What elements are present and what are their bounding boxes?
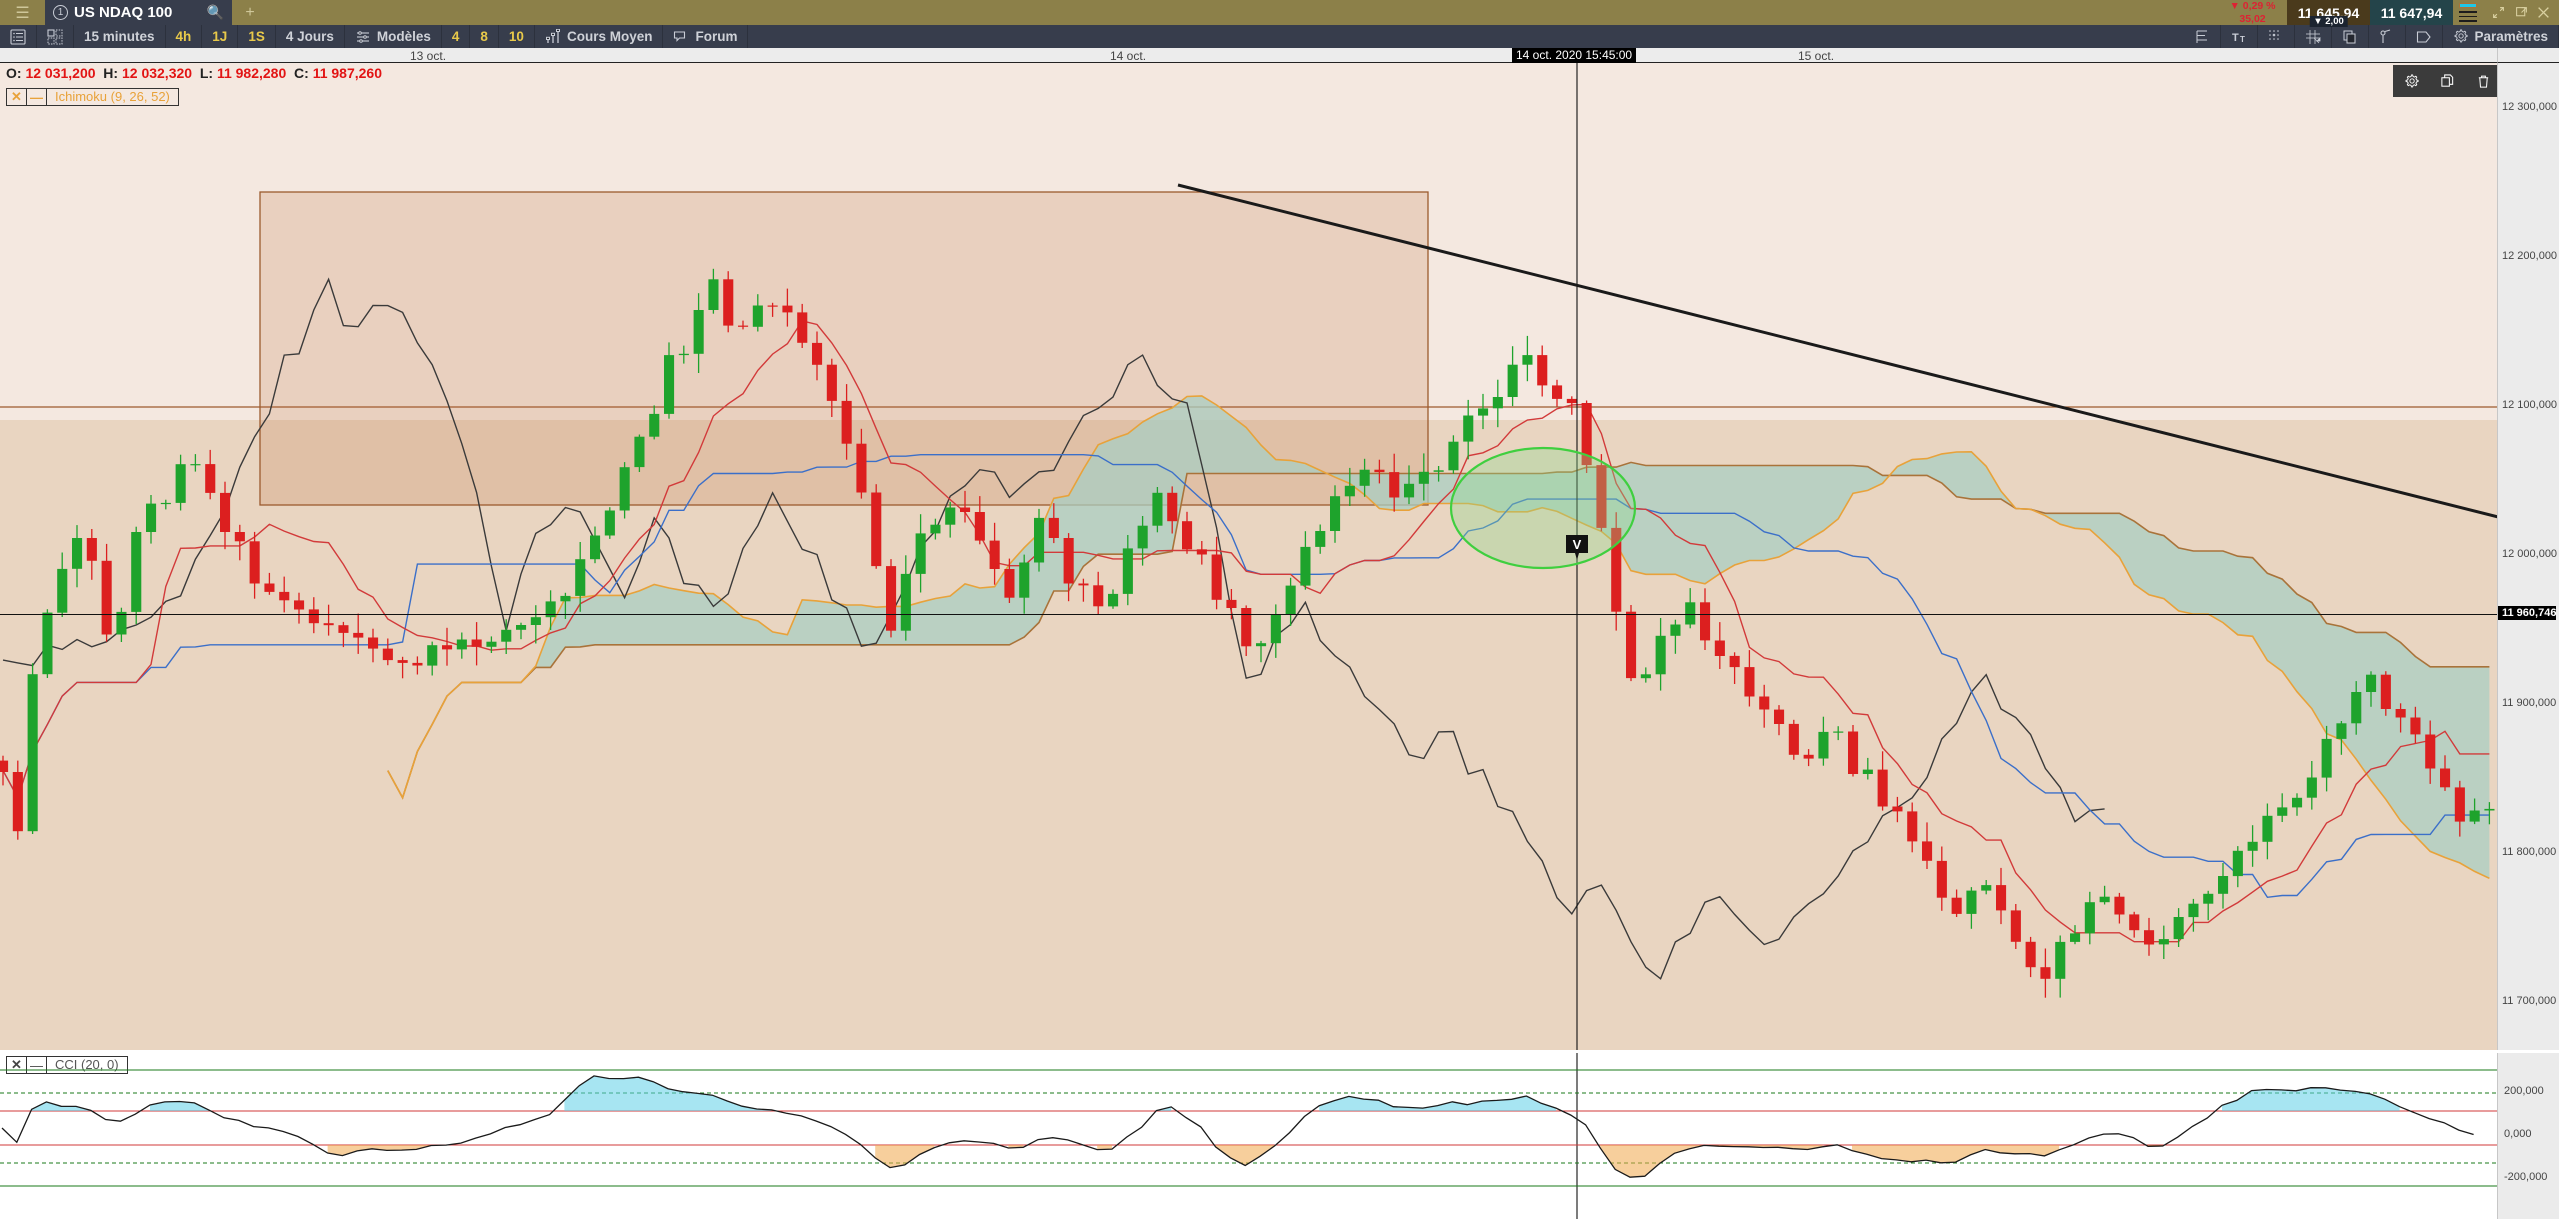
- svg-text:T: T: [2232, 32, 2239, 44]
- svg-text:T: T: [2240, 35, 2245, 44]
- svg-text:V: V: [1573, 537, 1582, 552]
